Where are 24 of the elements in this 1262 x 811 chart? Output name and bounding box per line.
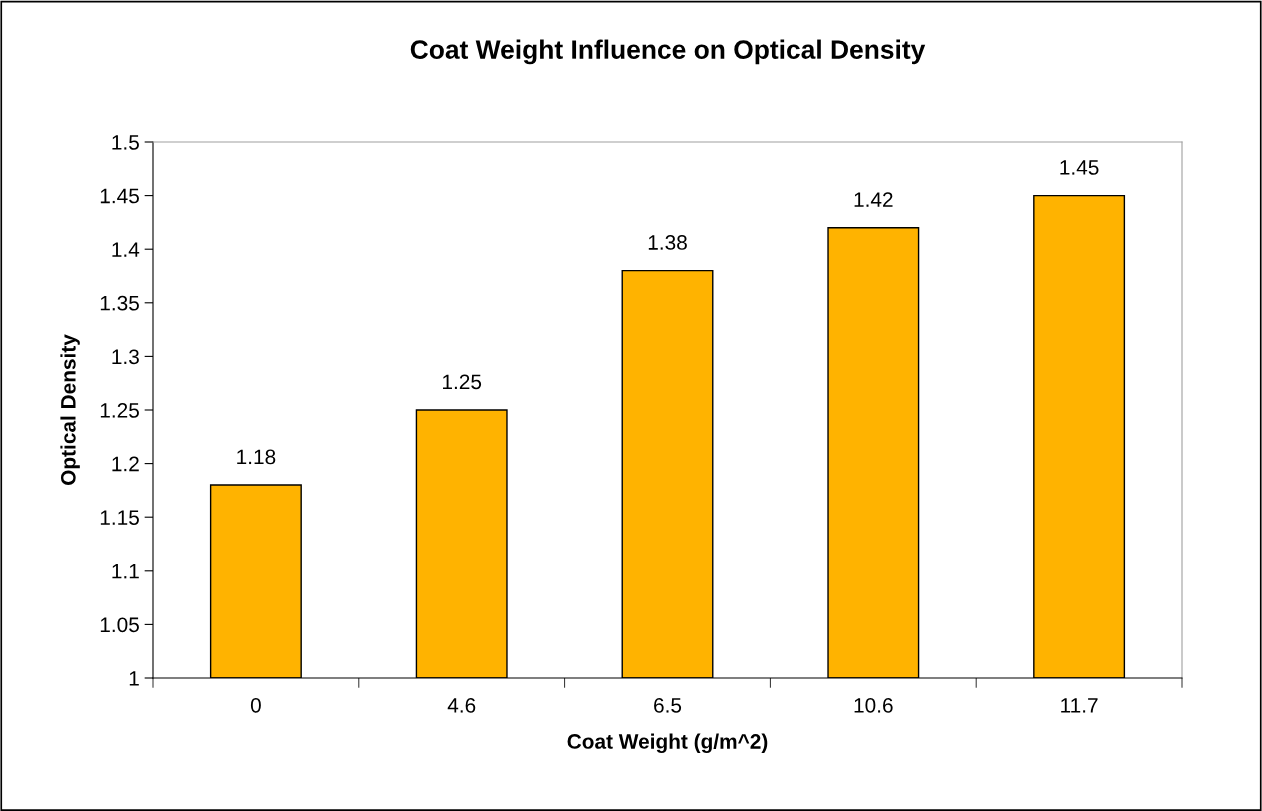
x-tick-label: 0: [250, 697, 261, 713]
y-tick-label: 1.15: [100, 510, 139, 525]
y-tick-label: 1.4: [112, 242, 140, 257]
y-tick-label: 1.45: [100, 188, 139, 204]
x-tick-label: 4.6: [447, 697, 476, 713]
data-label: 1.45: [1060, 160, 1099, 175]
y-tick-label: 1: [129, 671, 139, 686]
y-tick-label: 1.05: [100, 617, 139, 633]
y-axis-title: Optical Density: [60, 334, 80, 485]
x-tick-label: 11.7: [1061, 698, 1098, 713]
x-tick-label: 6.5: [654, 697, 682, 713]
y-tick-label: 1.25: [100, 403, 139, 418]
data-label: 1.25: [443, 374, 482, 390]
data-label: 1.42: [854, 192, 893, 207]
data-label: 1.38: [648, 235, 687, 250]
y-tick-label: 1.2: [112, 456, 139, 472]
x-tick-label: 10.6: [854, 697, 893, 713]
y-tick-label: 1.1: [112, 564, 139, 579]
y-tick-label: 1.5: [112, 135, 139, 150]
chart-title: Coat Weight Influence on Optical Density: [410, 39, 926, 65]
y-tick-label: 1.35: [100, 295, 139, 311]
x-axis-title: Coat Weight (g/m^2): [567, 733, 768, 754]
y-tick-label: 1.3: [112, 349, 139, 365]
data-label: 1.18: [237, 449, 276, 465]
